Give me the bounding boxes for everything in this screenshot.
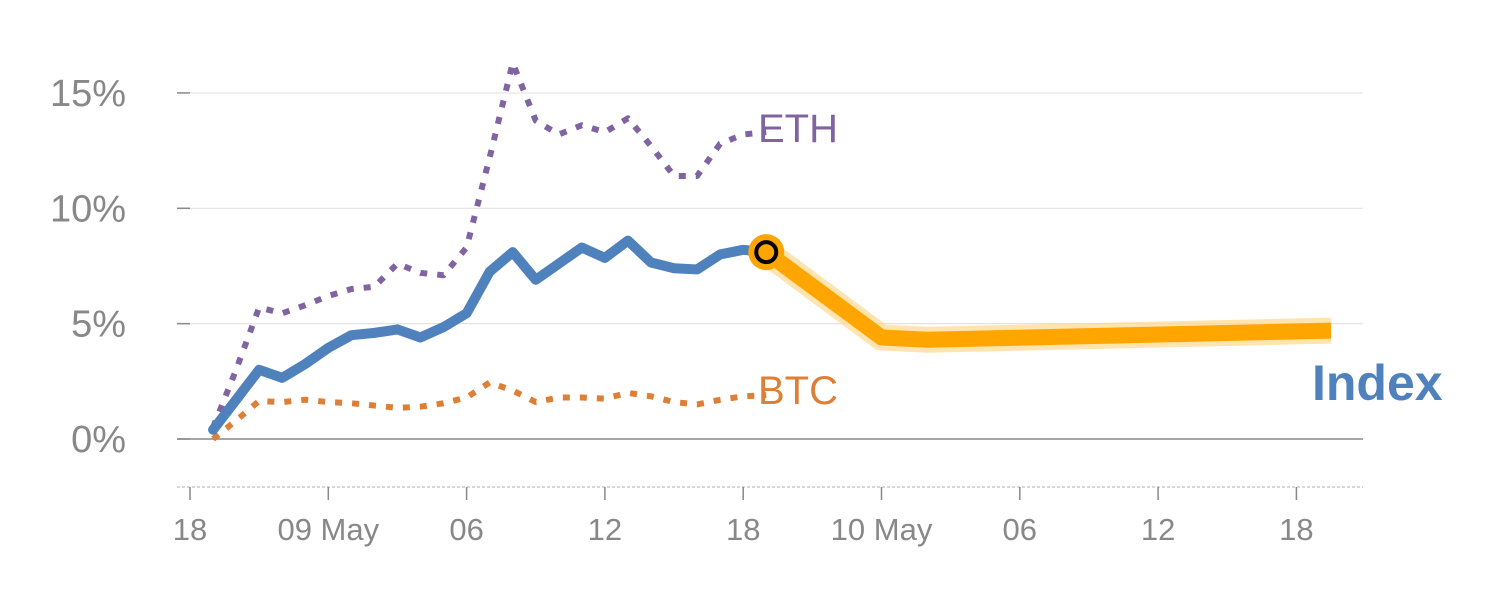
eth-series-label: ETH [758,107,838,151]
index-series-label: Index [1312,355,1443,411]
y-tick-label: 10% [50,188,126,230]
series-lines [208,59,1332,442]
x-tick-label: 12 [588,512,622,547]
index-line [208,235,772,435]
current-point-marker [754,240,779,265]
x-tick-label: 06 [1003,512,1037,547]
y-tick-label: 15% [50,73,126,115]
x-tick-label: 18 [1279,512,1313,547]
x-tick-label: 09 May [277,512,379,547]
x-tick-label: 06 [449,512,483,547]
eth-line [210,59,767,429]
x-tick-label: 18 [726,512,760,547]
x-tick-label: 18 [173,512,207,547]
x-axis: 18 09 May 06 12 18 10 May 06 12 18 [173,486,1363,547]
y-axis: 0% 5% 10% 15% [50,73,190,461]
x-tick-label: 12 [1141,512,1175,547]
btc-series-label: BTC [758,369,838,413]
forecast-line [761,245,1332,348]
y-tick-label: 5% [71,304,126,346]
x-tick-label: 10 May [831,512,933,547]
btc-line [211,379,767,442]
y-tick-label: 0% [71,419,126,461]
